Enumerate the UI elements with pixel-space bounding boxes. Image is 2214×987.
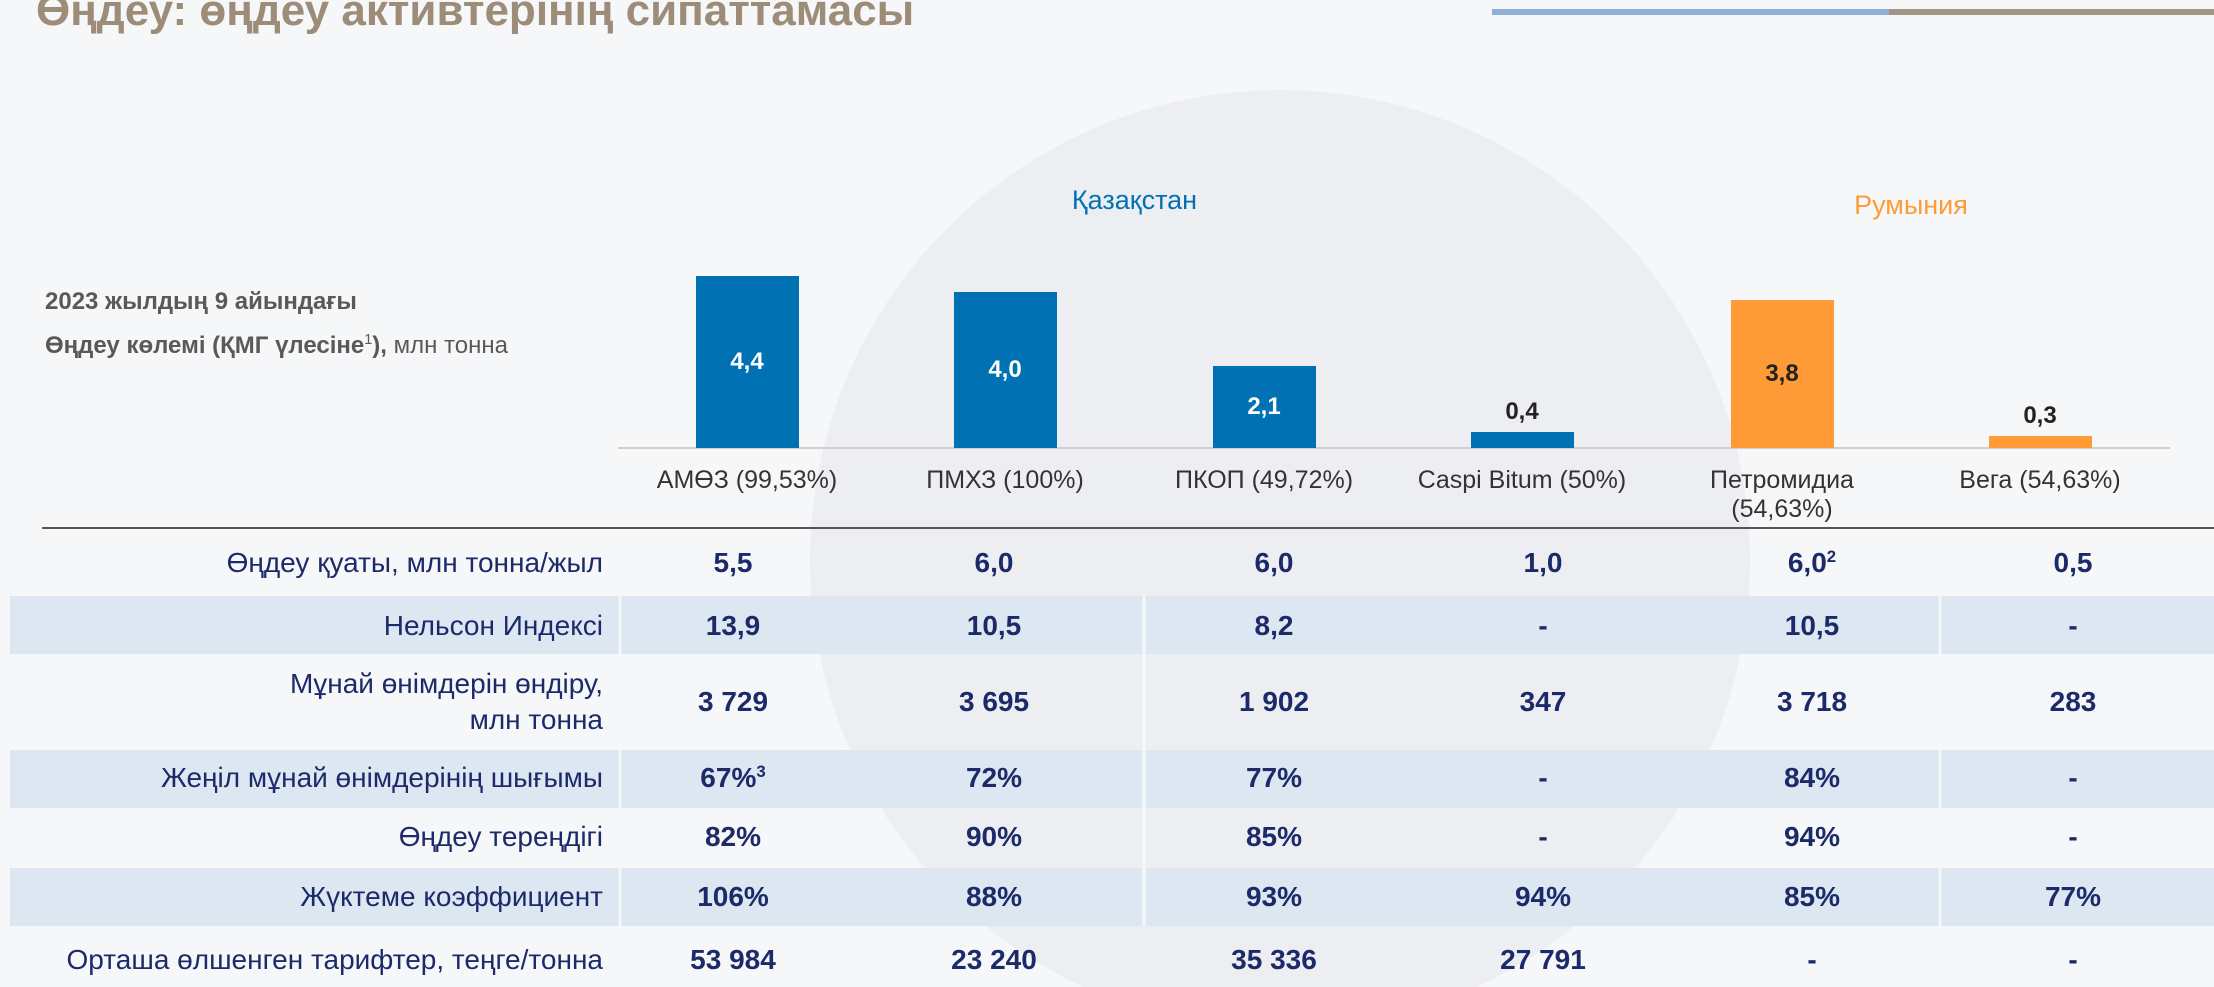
cell: - [1538, 762, 1548, 793]
volume-unit: млн тонна [393, 332, 508, 359]
cell: 85% [1783, 881, 1841, 912]
cell: 347 [1519, 686, 1567, 717]
row-label-line: Орташа өлшенген тарифтер, теңге/тонна [66, 944, 603, 975]
cell-text: 6,0 [1787, 547, 1827, 579]
cell: - [1807, 944, 1817, 975]
value-label: 3,8 [1765, 359, 1799, 387]
cell: 94% [1514, 881, 1572, 912]
cell: 8,2 [1254, 610, 1294, 641]
value-label: 0,4 [1505, 398, 1539, 426]
row-label: Өңдеу тереңдігі [399, 819, 603, 855]
row-label: Орташа өлшенген тарифтер, теңге/тонна [67, 942, 603, 978]
bar [953, 292, 1057, 448]
group-label: Румыния [1854, 190, 1968, 220]
category-label: Caspi Bitum (50%) [1417, 466, 1627, 494]
row-label: Мұнай өнімдерін өндіру, млн тонна [290, 666, 603, 738]
cell: 10,5 [1784, 610, 1840, 641]
cell: 90% [965, 821, 1023, 852]
value-label: 0,3 [2023, 402, 2057, 430]
row-label-line: Өңдеу тереңдігі [398, 821, 603, 852]
row-shade [10, 868, 2214, 926]
row-label: Нельсон Индексі [384, 608, 603, 644]
cell: - [2068, 610, 2078, 641]
footnote-mark: 2 [1826, 546, 1837, 566]
cell: 77% [1245, 762, 1303, 793]
cell: 88% [965, 881, 1023, 912]
group-label: Қазақстан [1071, 185, 1198, 215]
title: Өңдеу: өңдеу активтерінің сипаттамасы [36, 0, 915, 35]
volume-period: 2023 жылдың 9 айындағы [45, 288, 357, 315]
cell: 35 336 [1231, 944, 1317, 975]
volume-title-end: ), [372, 332, 387, 359]
category-label: Петромидиа (54,63%) [1710, 466, 1854, 523]
cell: 0,5 [2053, 547, 2093, 578]
cell: 3 718 [1776, 686, 1848, 717]
cell: 3 729 [697, 686, 769, 717]
bar [695, 276, 799, 448]
bar [1470, 432, 1574, 448]
cell: - [1538, 821, 1548, 852]
cell: - [2068, 944, 2078, 975]
row-label: Жеңіл мұнай өнімдерінің шығымы [161, 760, 603, 796]
row-label-line: Нельсон Индексі [383, 610, 603, 641]
top-rule-blue [1492, 9, 1889, 15]
cell: 6,0 [974, 547, 1014, 578]
row-label: Жүктеме коэффициент [300, 879, 603, 915]
row-shade [10, 596, 2214, 654]
cell: - [2068, 821, 2078, 852]
cell: 23 240 [951, 944, 1037, 975]
volume-label: Өңдеу көлемі (ҚМГ үлесіне1), млн тонна [45, 332, 508, 360]
category-label: ПМХЗ (100%) [926, 466, 1084, 494]
cell: 93% [1245, 881, 1303, 912]
row-label-line: млн тонна [469, 704, 603, 735]
cell: 82% [704, 821, 762, 852]
cell: 27 791 [1500, 944, 1586, 975]
cell: - [1538, 610, 1548, 641]
volume-title: Өңдеу көлемі (ҚМГ үлесіне [45, 332, 365, 359]
cell: 84% [1783, 762, 1841, 793]
row-label-line: Жеңіл мұнай өнімдерінің шығымы [160, 762, 603, 793]
footnote-mark: 3 [756, 761, 766, 781]
cell: 283 [2049, 686, 2097, 717]
cell: 1 902 [1238, 686, 1310, 717]
cell: 67%3 [700, 762, 765, 794]
cell: 77% [2044, 881, 2102, 912]
category-label: АМӨЗ (99,53%) [656, 466, 838, 494]
cell-text: 67% [700, 762, 757, 794]
cell: 5,5 [713, 547, 753, 578]
cell: 72% [965, 762, 1023, 793]
cell: 6,02 [1788, 547, 1836, 579]
cell: 1,0 [1523, 547, 1563, 578]
bar [1730, 299, 1834, 448]
cell: 94% [1783, 821, 1841, 852]
cell: 85% [1245, 821, 1303, 852]
row-label: Өңдеу қуаты, млн тонна/жыл [227, 545, 603, 581]
category-label: ПКОП (49,72%) [1174, 466, 1354, 494]
bar [1988, 436, 2092, 448]
cell: 106% [697, 881, 769, 912]
row-label-line: Өңдеу қуаты, млн тонна/жыл [226, 547, 603, 578]
row-shade [10, 750, 2214, 808]
cell: - [2068, 762, 2078, 793]
cell: 13,9 [705, 610, 761, 641]
cell: 3 695 [958, 686, 1030, 717]
top-rule-gray [1889, 9, 2214, 15]
value-label: 4,0 [988, 356, 1022, 383]
value-label: 2,1 [1247, 393, 1281, 421]
value-label: 4,4 [730, 348, 764, 376]
cell: 10,5 [966, 610, 1022, 641]
cell: 6,0 [1254, 547, 1294, 578]
category-label: Вега (54,63%) [1959, 466, 2121, 494]
bar [1212, 366, 1316, 448]
row-label-line: Жүктеме коэффициент [300, 881, 603, 912]
cell: 53 984 [690, 944, 776, 975]
footnote-mark: 1 [364, 332, 373, 348]
row-label-line: Мұнай өнімдерін өндіру, [289, 668, 603, 699]
